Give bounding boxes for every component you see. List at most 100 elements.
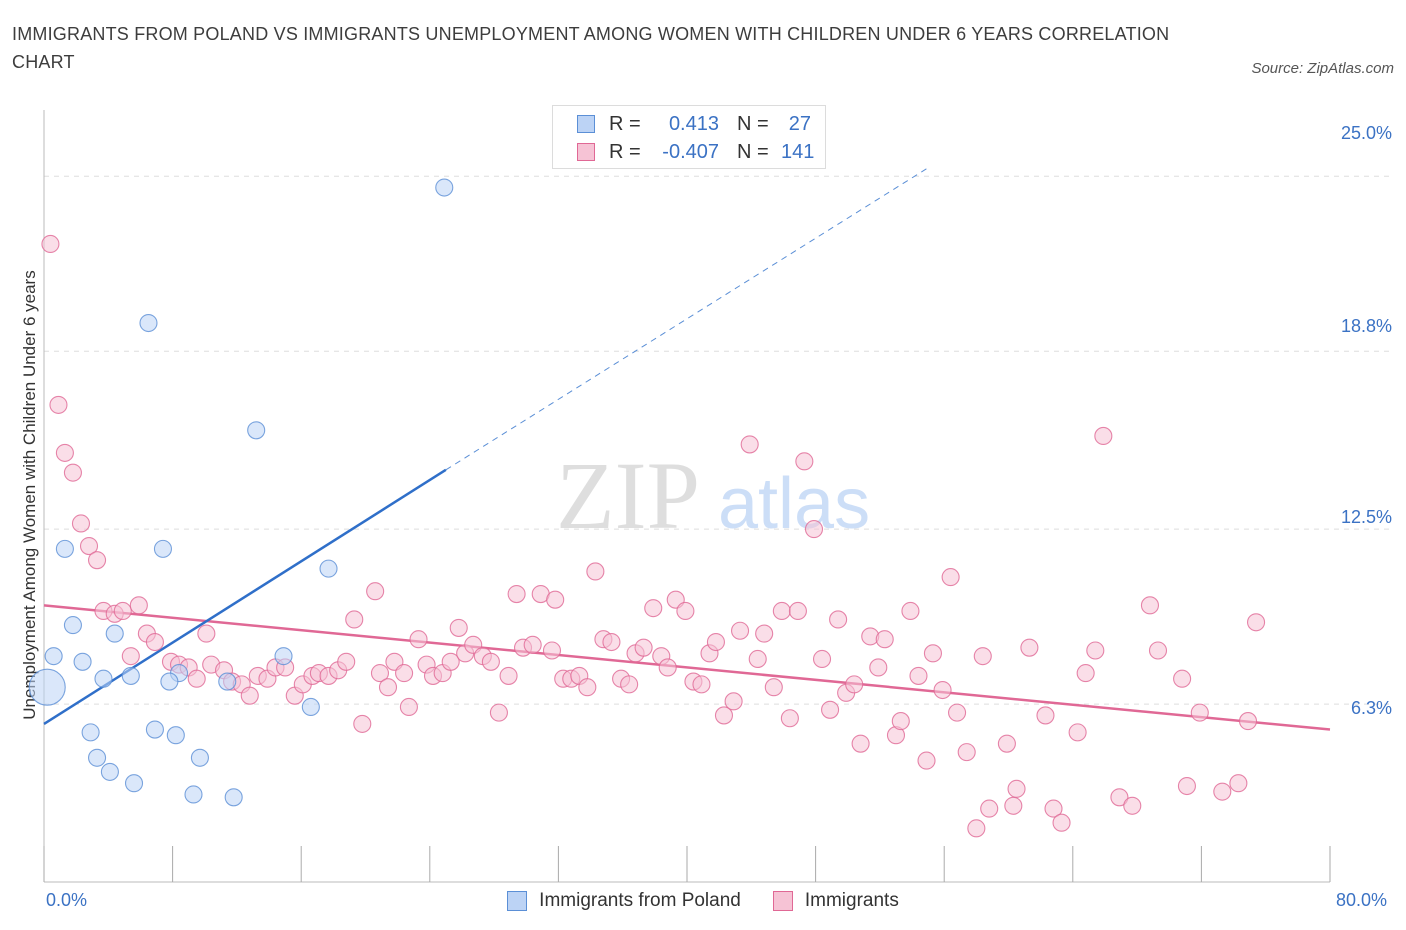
immigrants-point bbox=[1020, 638, 1039, 657]
immigrants-point bbox=[1076, 664, 1095, 683]
watermark-zip: ZIP bbox=[556, 442, 700, 549]
immigrants-point bbox=[1044, 799, 1063, 818]
poland-point bbox=[87, 748, 107, 767]
legend-n-label: N = bbox=[737, 140, 769, 163]
immigrants-point bbox=[499, 666, 518, 685]
immigrants-point bbox=[634, 638, 653, 657]
source-label: Source: ZipAtlas.com bbox=[1251, 60, 1394, 77]
immigrants-point bbox=[724, 692, 743, 711]
poland-point bbox=[224, 788, 243, 807]
immigrants-point bbox=[658, 658, 677, 677]
immigrants-point bbox=[980, 799, 999, 818]
poland-point bbox=[55, 539, 74, 558]
immigrants-point bbox=[706, 632, 725, 652]
immigrants-point bbox=[337, 652, 356, 671]
immigrants-point bbox=[1052, 813, 1071, 832]
immigrants-point bbox=[812, 649, 832, 669]
immigrants-point bbox=[941, 568, 960, 587]
immigrants-point bbox=[79, 537, 99, 556]
immigrants-point bbox=[851, 734, 870, 753]
poland-point bbox=[184, 785, 203, 804]
immigrants-point bbox=[187, 669, 206, 688]
poland-point bbox=[73, 652, 92, 671]
legend-swatch-blue bbox=[507, 891, 528, 911]
immigrants-point bbox=[441, 652, 460, 671]
immigrants-point bbox=[795, 452, 814, 471]
immigrants-point bbox=[507, 584, 526, 604]
immigrants-point bbox=[909, 666, 928, 685]
immigrants-point bbox=[772, 601, 791, 621]
immigrants-point bbox=[901, 601, 920, 621]
immigrants-point bbox=[755, 624, 774, 643]
immigrants-point bbox=[1238, 712, 1258, 731]
immigrants-point bbox=[1110, 788, 1129, 807]
immigrants-point bbox=[620, 675, 639, 694]
legend-r-value: 0.413 bbox=[668, 112, 719, 135]
immigrants-point bbox=[845, 675, 864, 694]
immigrants-point bbox=[145, 632, 164, 652]
immigrants-point bbox=[63, 463, 82, 482]
y-tick-12-5: 12.5% bbox=[1340, 507, 1392, 527]
y-tick-18-8: 18.8% bbox=[1340, 316, 1392, 336]
immigrants-point bbox=[546, 590, 565, 609]
immigrants-point bbox=[49, 395, 68, 414]
chart-title: IMMIGRANTS FROM POLAND VS IMMIGRANTS UNE… bbox=[12, 24, 1170, 72]
immigrants-point bbox=[87, 551, 107, 570]
immigrants-point bbox=[399, 697, 418, 717]
legend-row-poland: R = 0.413 N = 27 bbox=[577, 110, 811, 138]
poland-point bbox=[247, 421, 266, 440]
poland-point bbox=[218, 672, 237, 691]
immigrants-trend-line bbox=[43, 604, 1331, 731]
immigrants-point bbox=[1140, 596, 1160, 615]
poland-point bbox=[301, 697, 320, 717]
immigrants-point bbox=[1229, 774, 1248, 793]
immigrants-point bbox=[676, 601, 695, 621]
immigrants-point bbox=[1177, 776, 1196, 796]
legend-n-value: 27 bbox=[788, 112, 811, 135]
immigrants-point bbox=[449, 618, 468, 637]
immigrants-point bbox=[71, 514, 91, 533]
immigrants-point bbox=[869, 658, 888, 677]
immigrants-point bbox=[345, 610, 364, 629]
immigrants-point bbox=[1094, 426, 1113, 445]
y-tick-25-0: 25.0% bbox=[1340, 123, 1392, 143]
legend-r-value: -0.407 bbox=[662, 140, 719, 163]
legend-n-value: 141 bbox=[781, 140, 815, 163]
poland-point bbox=[121, 666, 140, 685]
immigrants-point bbox=[891, 712, 910, 731]
immigrants-point bbox=[1173, 669, 1192, 688]
legend-row-immigrants: R = -0.407 N = 141 bbox=[577, 138, 815, 166]
poland-point bbox=[44, 647, 63, 666]
immigrants-point bbox=[692, 675, 711, 694]
immigrants-point bbox=[1007, 779, 1026, 798]
poland-point bbox=[81, 723, 100, 742]
watermark-atlas: atlas bbox=[718, 464, 870, 544]
immigrants-point bbox=[602, 632, 621, 652]
immigrants-point bbox=[967, 819, 986, 838]
immigrants-point bbox=[578, 678, 597, 697]
immigrants-point bbox=[644, 599, 663, 618]
immigrants-point bbox=[197, 624, 216, 643]
immigrants-point bbox=[366, 582, 385, 601]
immigrants-point bbox=[240, 686, 259, 705]
poland-point bbox=[190, 748, 209, 767]
poland-point bbox=[166, 726, 185, 745]
immigrants-point bbox=[1213, 782, 1232, 801]
immigrants-point bbox=[829, 610, 848, 629]
immigrants-point bbox=[353, 714, 372, 733]
poland-trend-extension bbox=[445, 167, 929, 471]
legend-item-immigrants: Immigrants bbox=[772, 890, 899, 912]
legend-r-label: R = bbox=[609, 112, 641, 135]
immigrants-point bbox=[1148, 641, 1168, 660]
gridlines bbox=[44, 175, 1392, 705]
poland-point bbox=[274, 647, 293, 666]
series-legend: Immigrants from Poland Immigrants bbox=[0, 890, 1406, 912]
y-tick-6-3: 6.3% bbox=[1350, 698, 1392, 718]
immigrants-point bbox=[764, 678, 783, 697]
immigrants-point bbox=[788, 601, 807, 621]
immigrants-point bbox=[41, 234, 60, 254]
immigrants-point bbox=[933, 680, 952, 700]
poland-point bbox=[94, 669, 113, 688]
legend-swatch-pink bbox=[577, 143, 595, 161]
